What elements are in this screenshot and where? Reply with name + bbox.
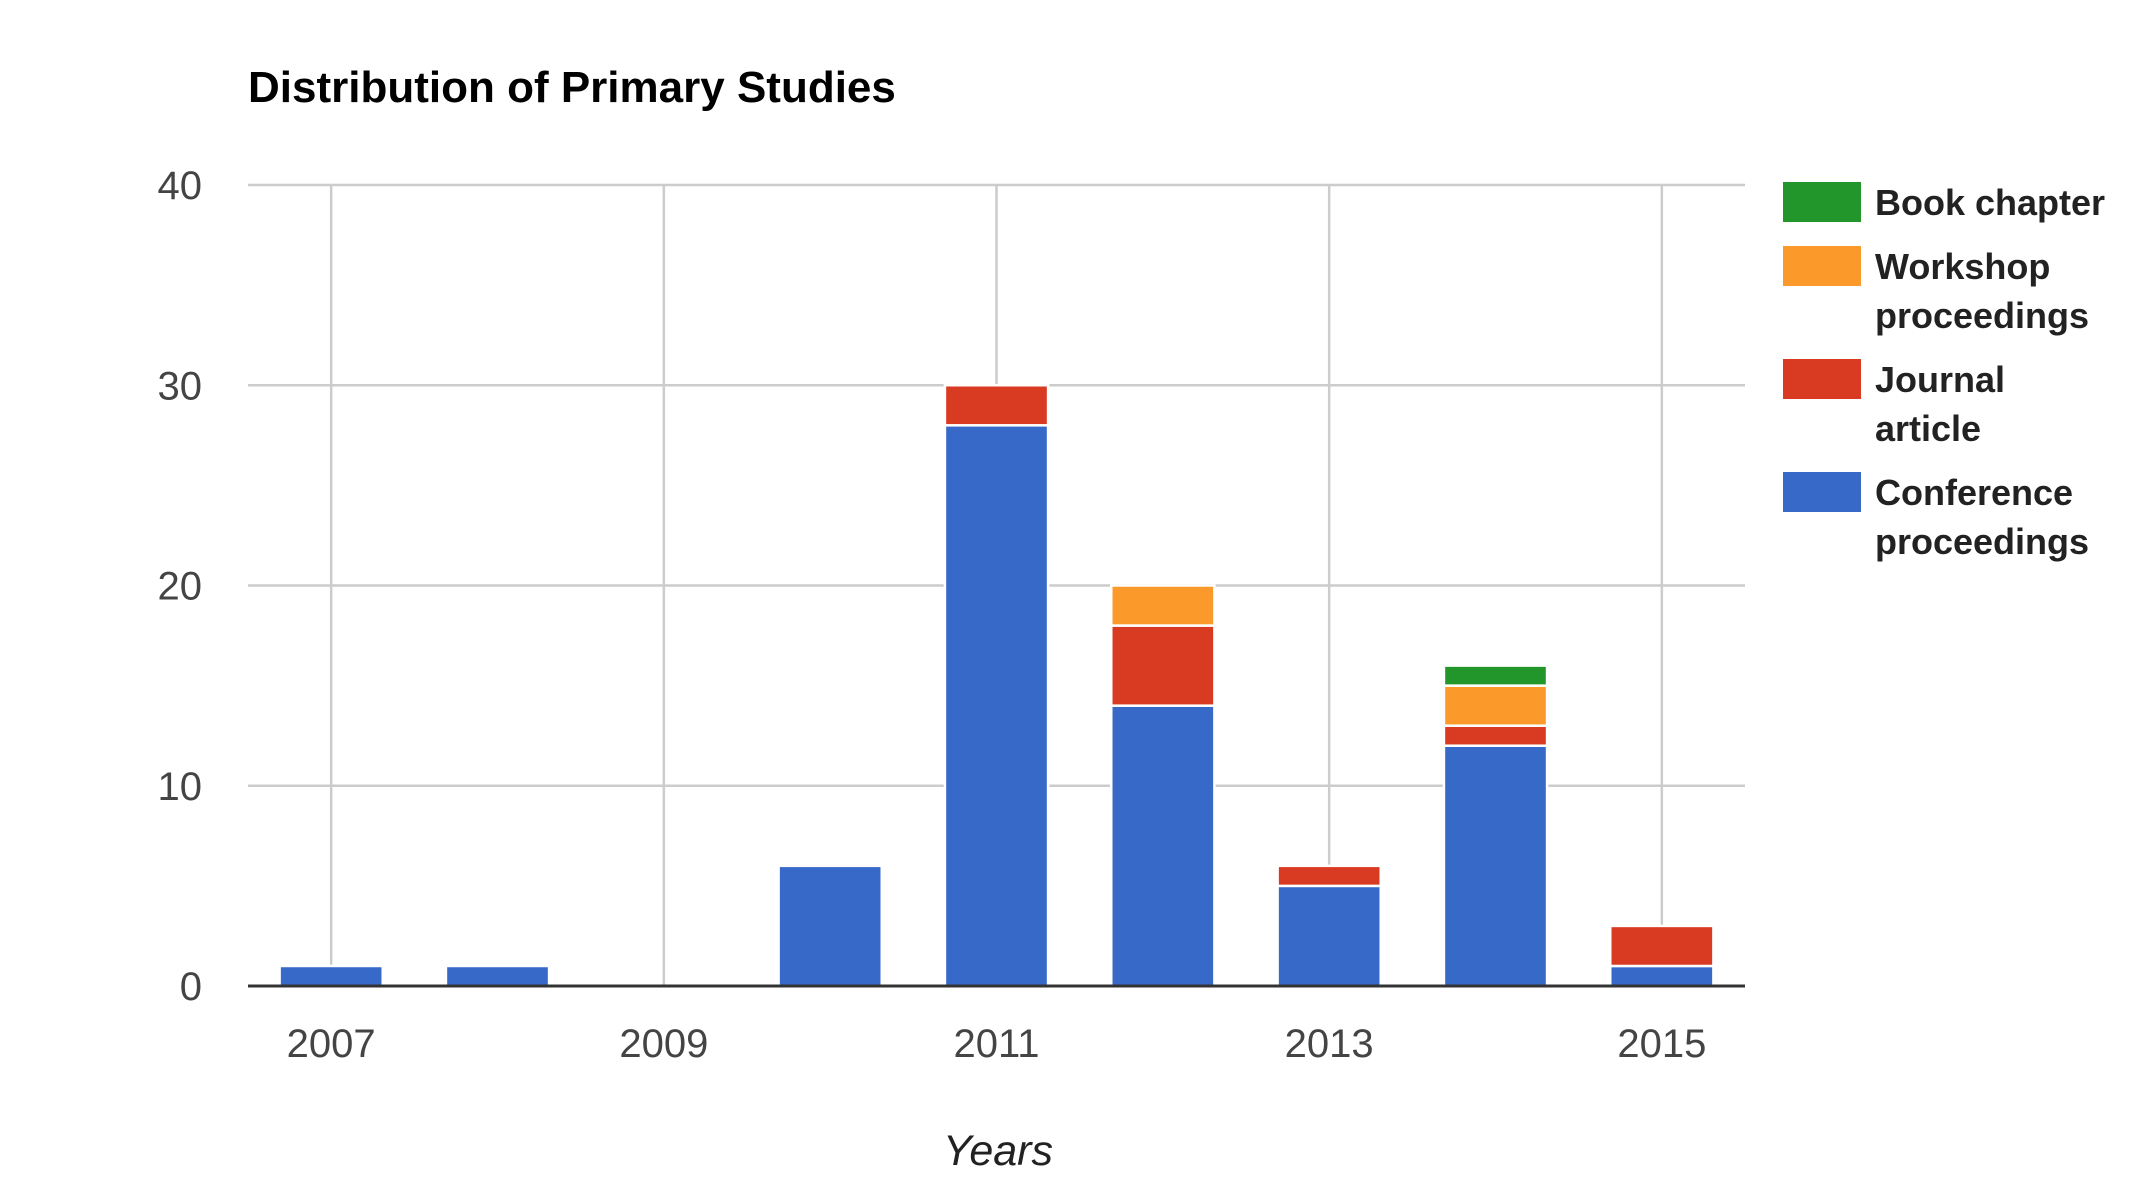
legend-label: Workshop proceedings <box>1875 246 2089 336</box>
legend: Book chapter Workshop proceedings Journal ar… <box>1783 182 2105 562</box>
bar-segment <box>1442 664 1549 687</box>
x-tick-label: 2015 <box>1617 1022 1706 1066</box>
bar-segment <box>1609 924 1715 968</box>
bar-segment <box>444 964 551 988</box>
legend-label: Journal article <box>1875 359 2005 449</box>
bar-segment <box>1442 744 1549 988</box>
bar-segment <box>943 424 1050 988</box>
x-axis-title: Years <box>943 1127 1053 1175</box>
bar-segment <box>1110 704 1216 988</box>
bar-segment <box>1110 584 1216 627</box>
bar-segment <box>1609 964 1715 988</box>
legend-label: Book chapter <box>1875 182 2105 223</box>
bar-segment <box>1276 884 1382 988</box>
bar-segment <box>943 384 1050 427</box>
bars <box>278 384 1715 988</box>
legend-swatch <box>1783 359 1861 399</box>
y-axis-ticks: 0 10 20 30 40 <box>158 164 203 1009</box>
y-tick-label: 0 <box>180 965 202 1009</box>
x-axis-ticks: 2007 2009 2011 2013 2015 <box>287 1022 1707 1066</box>
bar-segment <box>1442 684 1549 727</box>
x-tick-label: 2011 <box>953 1022 1039 1066</box>
bar-segment <box>777 864 883 988</box>
chart-title: Distribution of Primary Studies <box>248 63 896 112</box>
x-tick-label: 2007 <box>287 1022 376 1066</box>
y-tick-label: 10 <box>158 765 203 809</box>
legend-swatch <box>1783 472 1861 512</box>
legend-swatch <box>1783 246 1861 286</box>
x-tick-label: 2013 <box>1285 1022 1374 1066</box>
y-tick-label: 40 <box>158 164 203 208</box>
x-tick-label: 2009 <box>619 1022 708 1066</box>
legend-label: Conference proceedings <box>1875 472 2089 562</box>
bar-segment <box>278 964 384 988</box>
legend-swatch <box>1783 182 1861 222</box>
y-tick-label: 20 <box>158 565 203 609</box>
y-tick-label: 30 <box>158 364 203 408</box>
bar-segment <box>1442 724 1549 747</box>
bar-segment <box>1110 624 1216 707</box>
bar-segment <box>1276 864 1382 888</box>
